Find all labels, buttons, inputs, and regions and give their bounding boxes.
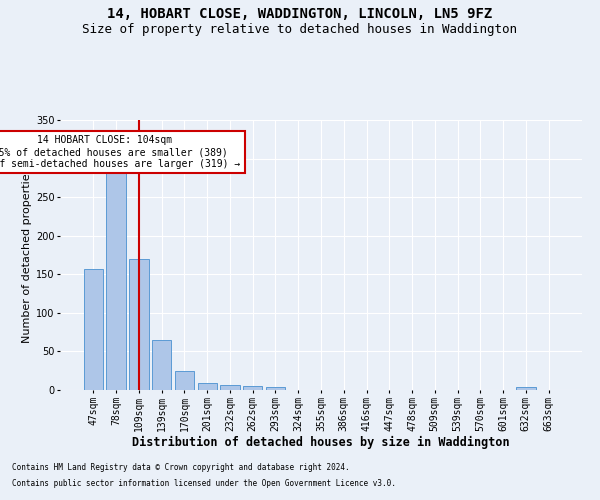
Bar (129, 259, 149, 390)
Text: Size of property relative to detached houses in Waddington: Size of property relative to detached ho… (83, 22, 517, 36)
Bar (84, 269, 103, 390)
Text: 14, HOBART CLOSE, WADDINGTON, LINCOLN, LN5 9FZ: 14, HOBART CLOSE, WADDINGTON, LINCOLN, L… (107, 8, 493, 22)
Bar (152, 340, 172, 390)
Bar (243, 386, 262, 390)
Text: Distribution of detached houses by size in Waddington: Distribution of detached houses by size … (132, 436, 510, 449)
Text: Contains public sector information licensed under the Open Government Licence v3: Contains public sector information licen… (12, 478, 396, 488)
Bar (220, 384, 239, 390)
Bar (197, 383, 217, 390)
Text: Contains HM Land Registry data © Crown copyright and database right 2024.: Contains HM Land Registry data © Crown c… (12, 464, 350, 472)
Y-axis label: Number of detached properties: Number of detached properties (22, 168, 32, 342)
Bar (106, 170, 126, 390)
Bar (175, 370, 194, 390)
Text: 14 HOBART CLOSE: 104sqm
← 55% of detached houses are smaller (389)
45% of semi-d: 14 HOBART CLOSE: 104sqm ← 55% of detache… (0, 136, 240, 168)
Bar (516, 387, 536, 390)
Bar (266, 387, 285, 390)
